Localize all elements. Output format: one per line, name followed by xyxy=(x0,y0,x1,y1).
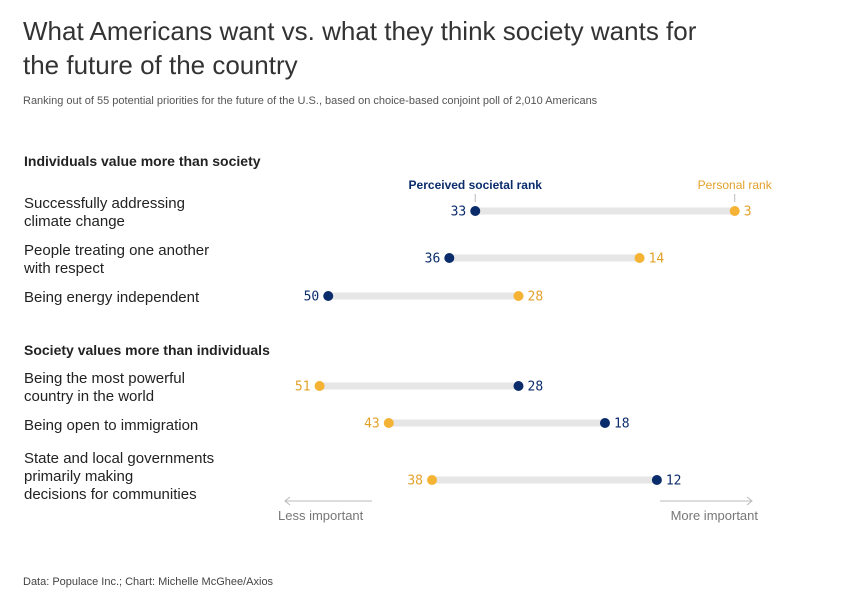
row-label-line: Successfully addressing xyxy=(24,195,185,212)
row-label-line: climate change xyxy=(24,213,125,230)
axis-label-less-important: Less important xyxy=(278,508,364,523)
societal-dot xyxy=(599,418,610,428)
societal-value-label: 12 xyxy=(666,474,682,489)
row-label: Being energy independent xyxy=(24,289,254,307)
personal-dot xyxy=(383,418,394,428)
legend-personal: Personal rank xyxy=(698,178,773,192)
row-label-line: decisions for communities xyxy=(24,486,197,503)
societal-value-label: 33 xyxy=(451,205,467,220)
personal-dot xyxy=(513,291,524,301)
row-label: State and local governments primarily mak… xyxy=(24,450,254,504)
societal-value-label: 18 xyxy=(614,417,630,432)
societal-value-label: 36 xyxy=(425,252,441,267)
row-label-line: Being energy independent xyxy=(24,289,200,306)
personal-dot xyxy=(314,381,325,391)
row-label-line: with respect xyxy=(24,260,105,277)
societal-value-label: 28 xyxy=(528,380,544,395)
societal-value-label: 50 xyxy=(304,290,320,305)
chart-subtitle: Ranking out of 55 potential priorities f… xyxy=(23,95,598,107)
row-label: Successfully addressing climate change xyxy=(24,195,254,231)
personal-dot xyxy=(729,206,740,216)
societal-dot xyxy=(513,381,524,391)
societal-dot xyxy=(470,206,481,216)
personal-value-label: 3 xyxy=(744,205,752,220)
axis-label-more-important: More important xyxy=(671,508,759,523)
row-label-line: Being open to immigration xyxy=(24,417,199,434)
row-label-line: People treating one another xyxy=(24,242,210,259)
axis-left-arrow-icon xyxy=(284,496,291,506)
personal-dot xyxy=(634,253,645,263)
personal-value-label: 14 xyxy=(649,252,665,267)
personal-value-label: 38 xyxy=(407,474,423,489)
personal-value-label: 43 xyxy=(364,417,380,432)
group-heading-individuals: Individuals value more than society xyxy=(24,153,261,169)
row-label: Being open to immigration xyxy=(24,417,254,435)
row-label-line: State and local governments xyxy=(24,450,215,467)
societal-dot xyxy=(444,253,455,263)
group-heading-society: Society values more than individuals xyxy=(24,342,270,358)
personal-value-label: 28 xyxy=(528,290,544,305)
personal-dot xyxy=(427,475,438,485)
axis-right-arrow-icon xyxy=(746,496,753,506)
row-label: People treating one another with respect xyxy=(24,242,254,278)
row-label-line: Being the most powerful xyxy=(24,370,185,387)
legend-societal: Perceived societal rank xyxy=(409,178,543,192)
personal-value-label: 51 xyxy=(295,380,311,395)
chart-source: Data: Populace Inc.; Chart: Michelle McG… xyxy=(23,576,274,588)
row-label-line: country in the world xyxy=(24,388,155,405)
societal-dot xyxy=(651,475,662,485)
row-label-line: primarily making xyxy=(24,468,134,485)
chart-title: What Americans want vs. what they think … xyxy=(23,16,697,80)
row-label: Being the most powerful country in the wo… xyxy=(24,370,254,406)
societal-dot xyxy=(323,291,334,301)
